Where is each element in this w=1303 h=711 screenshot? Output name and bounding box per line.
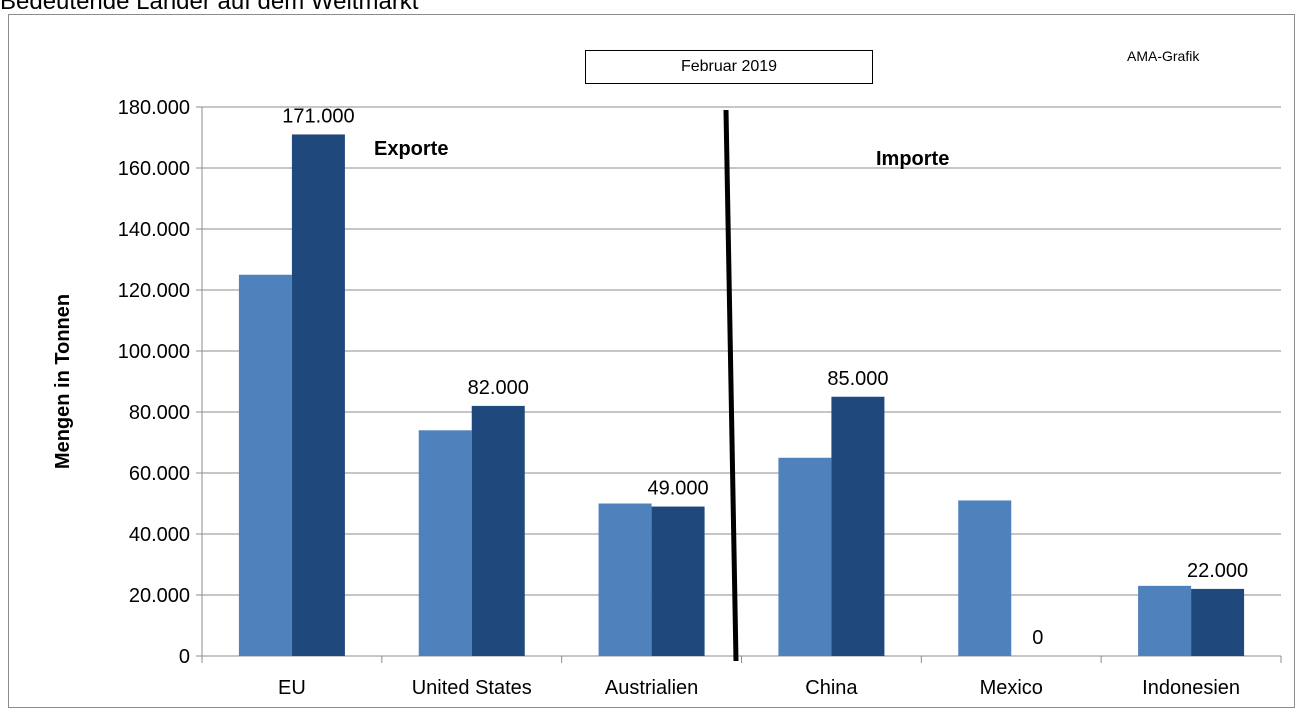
- data-label: 82.000: [468, 377, 529, 399]
- bar: [1191, 588, 1245, 656]
- chart-frame: [8, 14, 1295, 708]
- x-tick-label: EU: [278, 677, 306, 699]
- annotation-exporte: Exporte: [374, 138, 448, 160]
- bar: [1138, 585, 1192, 656]
- section-divider: [723, 109, 739, 662]
- y-tick-label: 120.000: [118, 280, 190, 302]
- bar: [778, 457, 832, 656]
- x-tick-label: United States: [412, 677, 532, 699]
- bar: [651, 506, 705, 656]
- data-label: 22.000: [1187, 560, 1248, 582]
- y-tick-label: 60.000: [129, 463, 190, 485]
- y-tick-label: 0: [179, 646, 190, 668]
- bar: [238, 274, 292, 656]
- y-tick-label: 160.000: [118, 158, 190, 180]
- bar: [958, 500, 1012, 656]
- bar: [291, 134, 345, 656]
- data-label: 0: [1032, 627, 1043, 649]
- data-label: 49.000: [647, 478, 708, 500]
- bar: [831, 396, 885, 656]
- y-tick-label: 180.000: [118, 97, 190, 119]
- x-tick-label: China: [805, 677, 858, 699]
- source-label: AMA-Grafik: [1127, 48, 1200, 64]
- chart-subtitle: Februar 2019: [585, 50, 873, 84]
- y-tick-label: 80.000: [129, 402, 190, 424]
- y-tick-label: 140.000: [118, 219, 190, 241]
- data-label: 171.000: [282, 105, 354, 127]
- x-tick-label: Indonesien: [1142, 677, 1240, 699]
- y-tick-label: 20.000: [129, 585, 190, 607]
- x-tick-label: Mexico: [980, 677, 1043, 699]
- y-axis-label: Mengen in Tonnen: [52, 294, 74, 469]
- bar: [471, 405, 525, 656]
- data-label: 85.000: [827, 368, 888, 390]
- bar: [418, 430, 472, 656]
- annotation-importe: Importe: [876, 148, 949, 170]
- y-tick-label: 40.000: [129, 524, 190, 546]
- y-tick-label: 100.000: [118, 341, 190, 363]
- bar: [598, 503, 652, 656]
- page-title: Bedeutende Länder auf dem Weltmarkt: [0, 0, 419, 15]
- x-tick-label: Austrialien: [605, 677, 698, 699]
